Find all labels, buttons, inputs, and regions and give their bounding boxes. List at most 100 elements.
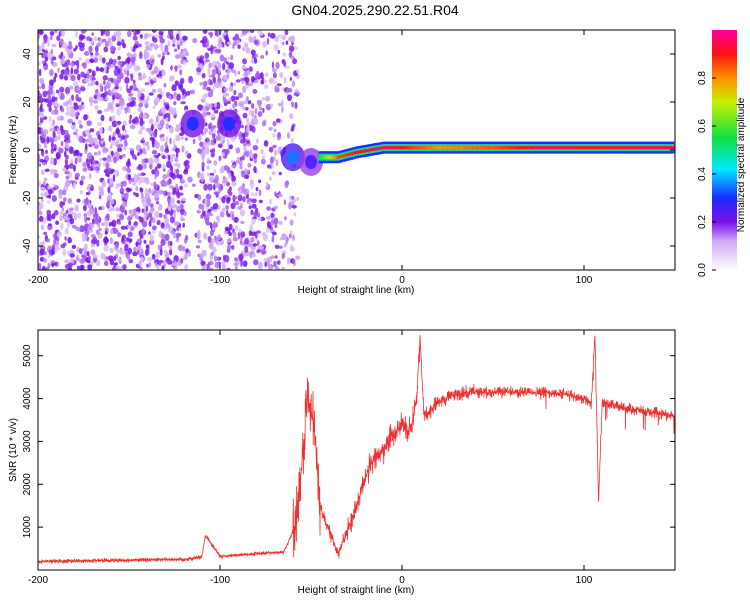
noise-speckle xyxy=(117,46,121,51)
noise-speckle xyxy=(248,110,253,116)
noise-speckle xyxy=(274,35,279,43)
spectrogram-x-label: Height of straight line (km) xyxy=(298,285,415,296)
noise-speckle xyxy=(274,191,277,197)
noise-speckle xyxy=(252,153,258,159)
noise-speckle xyxy=(38,210,43,216)
noise-speckle xyxy=(140,125,145,131)
ridge-core xyxy=(524,146,528,150)
noise-speckle xyxy=(132,79,136,84)
noise-speckle xyxy=(76,254,79,261)
noise-speckle xyxy=(135,30,141,35)
noise-speckle xyxy=(233,200,240,206)
noise-speckle xyxy=(124,134,129,139)
noise-speckle xyxy=(158,259,164,264)
cluster-core xyxy=(186,116,199,131)
noise-speckle xyxy=(78,135,84,143)
noise-speckle xyxy=(117,60,123,66)
ridge-core xyxy=(344,153,349,157)
noise-speckle xyxy=(99,67,105,72)
noise-speckle xyxy=(46,238,50,243)
noise-speckle xyxy=(192,38,198,44)
noise-speckle xyxy=(205,145,209,153)
noise-speckle xyxy=(175,134,181,142)
ridge-core xyxy=(629,146,633,150)
noise-speckle xyxy=(60,210,64,216)
y-tick-label: -40 xyxy=(22,238,33,253)
ridge-core xyxy=(458,146,463,150)
noise-speckle xyxy=(133,64,139,72)
noise-speckle xyxy=(262,233,268,242)
noise-speckle xyxy=(106,201,110,209)
noise-speckle xyxy=(216,102,221,110)
noise-speckle xyxy=(236,39,240,44)
noise-speckle xyxy=(239,164,243,170)
noise-speckle xyxy=(130,56,136,63)
noise-speckle xyxy=(233,262,239,266)
noise-speckle xyxy=(159,119,165,127)
y-tick-label: 0 xyxy=(22,147,33,153)
ridge-core xyxy=(497,146,501,150)
noise-speckle xyxy=(79,152,83,157)
noise-speckle xyxy=(275,61,280,70)
noise-speckle xyxy=(78,248,83,255)
ridge-core xyxy=(483,146,487,150)
noise-speckle xyxy=(196,210,201,214)
noise-speckle xyxy=(57,115,61,122)
noise-speckle xyxy=(104,231,108,235)
noise-speckle xyxy=(64,150,67,157)
noise-speckle xyxy=(214,49,219,53)
noise-speckle xyxy=(124,192,129,201)
noise-speckle xyxy=(121,201,128,208)
noise-speckle xyxy=(98,190,105,197)
noise-speckle xyxy=(79,124,83,129)
noise-speckle xyxy=(207,103,213,110)
noise-speckle xyxy=(174,65,178,72)
noise-speckle xyxy=(111,136,116,141)
noise-speckle xyxy=(254,53,259,58)
noise-speckle xyxy=(257,240,260,247)
noise-speckle xyxy=(119,155,123,160)
noise-speckle xyxy=(84,198,89,206)
noise-speckle xyxy=(278,171,282,176)
noise-speckle xyxy=(149,43,155,47)
noise-speckle xyxy=(174,48,178,52)
noise-speckle xyxy=(134,155,137,161)
noise-speckle xyxy=(237,44,241,49)
noise-speckle xyxy=(180,101,186,105)
snr-series-line xyxy=(38,335,675,565)
noise-speckle xyxy=(257,111,263,117)
noise-speckle xyxy=(141,220,148,228)
noise-speckle xyxy=(41,198,44,203)
noise-speckle xyxy=(206,142,211,147)
noise-speckle xyxy=(67,236,72,244)
noise-speckle xyxy=(243,142,247,147)
noise-speckle xyxy=(285,237,289,245)
noise-speckle xyxy=(135,144,142,152)
noise-speckle xyxy=(206,86,211,91)
noise-speckle xyxy=(89,186,94,192)
noise-speckle xyxy=(114,86,119,90)
noise-speckle xyxy=(143,163,147,169)
ridge-core xyxy=(588,146,592,150)
noise-speckle xyxy=(226,248,231,253)
noise-speckle xyxy=(173,211,177,220)
noise-speckle xyxy=(213,191,219,196)
noise-speckle xyxy=(275,86,280,93)
noise-speckle xyxy=(277,131,281,138)
noise-speckle xyxy=(287,94,292,102)
ridge-core xyxy=(654,146,658,150)
noise-speckle xyxy=(202,36,208,44)
noise-speckle xyxy=(45,149,48,154)
noise-speckle xyxy=(289,77,293,81)
noise-speckle xyxy=(132,181,136,187)
noise-speckle xyxy=(132,251,138,257)
noise-speckle xyxy=(82,236,86,242)
noise-speckle xyxy=(244,174,249,179)
noise-speckle xyxy=(110,150,114,157)
noise-speckle xyxy=(40,186,46,191)
noise-speckle xyxy=(38,180,42,187)
noise-speckle xyxy=(105,213,110,221)
noise-speckle xyxy=(208,260,214,266)
noise-speckle xyxy=(54,209,59,216)
snr-y-label: SNR (10 * v/v) xyxy=(8,418,19,482)
